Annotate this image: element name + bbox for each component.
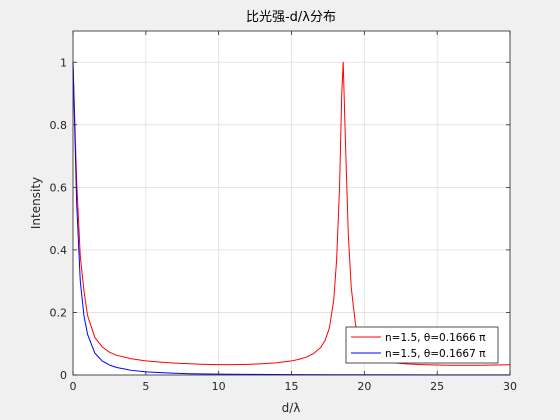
chart-title: 比光强-d/λ分布 — [246, 10, 336, 25]
x-axis-label: d/λ — [282, 401, 301, 415]
x-tick-label: 25 — [430, 380, 444, 393]
x-tick-label: 0 — [70, 380, 77, 393]
x-tick-label: 30 — [503, 380, 517, 393]
y-tick-label: 1 — [60, 56, 67, 69]
legend-label-2: n=1.5, θ=0.1667 π — [385, 348, 486, 360]
legend: n=1.5, θ=0.1666 π n=1.5, θ=0.1667 π — [345, 326, 499, 364]
y-tick-label: 0.8 — [50, 119, 68, 132]
y-tick-label: 0 — [60, 369, 67, 382]
y-tick-label: 0.6 — [50, 181, 68, 194]
x-tick-label: 5 — [142, 380, 149, 393]
y-tick-label: 0.2 — [50, 306, 68, 319]
x-tick-label: 15 — [285, 380, 299, 393]
x-tick-label: 20 — [357, 380, 371, 393]
legend-box — [345, 326, 499, 364]
y-axis-label: Intensity — [29, 177, 43, 229]
y-tick-label: 0.4 — [50, 244, 68, 257]
ticks: 0 5 10 15 20 25 30 0 0.2 0.4 0.6 0.8 1 — [50, 31, 517, 393]
legend-label-1: n=1.5, θ=0.1666 π — [385, 332, 486, 344]
x-tick-label: 10 — [212, 380, 226, 393]
